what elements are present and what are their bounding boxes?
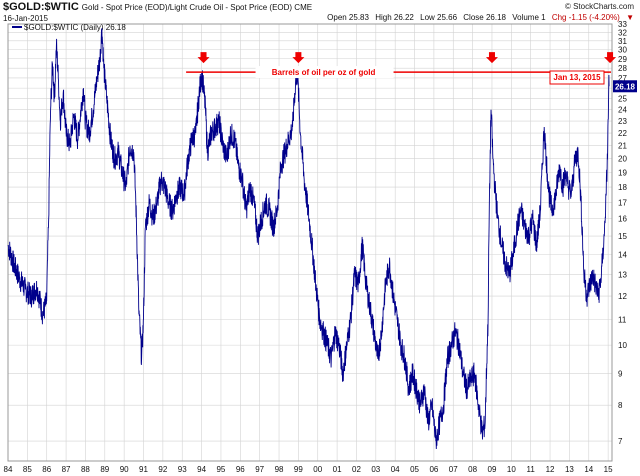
grid (8, 23, 612, 461)
x-tick-label: 06 (429, 465, 438, 474)
y-tick-label: 19 (618, 168, 627, 177)
last-price-label: 26.18 (615, 82, 636, 91)
x-tick-label: 86 (42, 465, 51, 474)
close-value: Close 26.18 (463, 13, 506, 22)
y-tick-label: 22 (618, 129, 627, 138)
y-tick-label: 20 (618, 155, 627, 164)
x-tick-label: 09 (488, 465, 497, 474)
y-tick-label: 7 (618, 437, 623, 446)
legend: $GOLD:$WTIC (Daily) 26.18 (12, 23, 126, 32)
y-tick-label: 28 (618, 64, 627, 73)
series (7, 28, 610, 450)
y-tick-label: 25 (618, 95, 627, 104)
y-tick-label: 29 (618, 55, 627, 64)
x-tick-label: 01 (333, 465, 342, 474)
x-tick-label: 03 (371, 465, 380, 474)
y-tick-label: 12 (618, 292, 627, 301)
x-tick-label: 10 (507, 465, 516, 474)
high-value: High 26.22 (375, 13, 414, 22)
x-tick-label: 12 (546, 465, 555, 474)
chart-title: $GOLD:$WTIC Gold - Spot Price (EOD)/Light… (3, 1, 312, 13)
x-tick-label: 15 (604, 465, 613, 474)
x-tick-label: 90 (120, 465, 129, 474)
y-tick-label: 13 (618, 271, 627, 280)
y-tick-label: 11 (618, 315, 627, 324)
x-tick-label: 11 (527, 465, 536, 474)
reference-label-bg (255, 66, 394, 79)
x-tick-label: 14 (584, 465, 593, 474)
chart-subtitle: Gold - Spot Price (EOD)/Light Crude Oil … (81, 3, 313, 12)
date-callout-label: Jan 13, 2015 (553, 73, 601, 82)
down-arrow-icon (197, 52, 210, 64)
down-arrow-icon (292, 52, 305, 64)
x-tick-label: 97 (255, 465, 264, 474)
low-value: Low 25.66 (420, 13, 458, 22)
reference-label: Barrels of oil per oz of gold (272, 68, 376, 77)
x-tick-label: 02 (352, 465, 361, 474)
x-tick-label: 13 (565, 465, 574, 474)
down-arrow-icon (604, 52, 617, 64)
y-tick-label: 32 (618, 28, 627, 37)
annotations: Barrels of oil per oz of gold Jan 13, 201… (186, 52, 637, 93)
chart-date: 16-Jan-2015 (3, 14, 48, 23)
y-tick-label: 10 (618, 341, 627, 350)
x-tick-label: 99 (294, 465, 303, 474)
volume-value: Volume 1 (512, 13, 546, 22)
x-tick-label: 89 (100, 465, 109, 474)
y-tick-label: 23 (618, 117, 627, 126)
y-axis: 7891011121314151617181920212223242526272… (618, 20, 627, 446)
y-tick-label: 14 (618, 251, 627, 260)
x-tick-label: 94 (197, 465, 206, 474)
y-tick-label: 8 (618, 401, 623, 410)
price-stats: Open 25.83 High 26.22 Low 25.66 Close 26… (323, 13, 634, 22)
y-tick-label: 30 (618, 46, 627, 55)
plot-frame (7, 23, 613, 462)
x-tick-label: 05 (410, 465, 419, 474)
chart-header: $GOLD:$WTIC Gold - Spot Price (EOD)/Light… (0, 0, 640, 28)
x-tick-label: 07 (449, 465, 458, 474)
change-value: Chg -1.15 (-4.20%) (551, 13, 620, 22)
y-tick-label: 17 (618, 198, 627, 207)
source-credit: © StockCharts.com (564, 2, 634, 11)
x-tick-label: 08 (468, 465, 477, 474)
y-tick-label: 24 (618, 106, 627, 115)
ticker-symbol: $GOLD:$WTIC (3, 1, 79, 13)
series-line (7, 28, 610, 450)
date-callout-box (549, 70, 605, 85)
x-tick-label: 92 (158, 465, 167, 474)
y-tick-label: 27 (618, 74, 627, 83)
x-tick-label: 84 (4, 465, 13, 474)
y-tick-label: 33 (618, 20, 627, 29)
x-tick-label: 00 (313, 465, 322, 474)
change-arrow-icon: ▼ (626, 13, 634, 22)
x-axis: 84 85 86 87 88 89 90 91 92 93 94 95 96 97 98 99 00 01 02 03… (4, 465, 614, 474)
x-tick-label: 85 (23, 465, 32, 474)
y-tick-label: 21 (618, 142, 627, 151)
x-tick-label: 98 (275, 465, 284, 474)
x-tick-label: 91 (139, 465, 148, 474)
legend-label: $GOLD:$WTIC (Daily) 26.18 (24, 23, 126, 32)
down-arrow-icon (485, 52, 498, 64)
x-tick-label: 93 (178, 465, 187, 474)
y-tick-label: 16 (618, 215, 627, 224)
y-tick-label: 9 (618, 369, 623, 378)
x-tick-label: 95 (216, 465, 225, 474)
open-value: Open 25.83 (327, 13, 369, 22)
y-tick-label: 31 (618, 37, 627, 46)
y-tick-label: 18 (618, 183, 627, 192)
x-tick-label: 88 (81, 465, 90, 474)
x-tick-label: 87 (62, 465, 71, 474)
x-tick-label: 04 (391, 465, 400, 474)
x-tick-label: 96 (236, 465, 245, 474)
last-price-box (613, 80, 637, 93)
y-tick-label: 15 (618, 232, 627, 241)
